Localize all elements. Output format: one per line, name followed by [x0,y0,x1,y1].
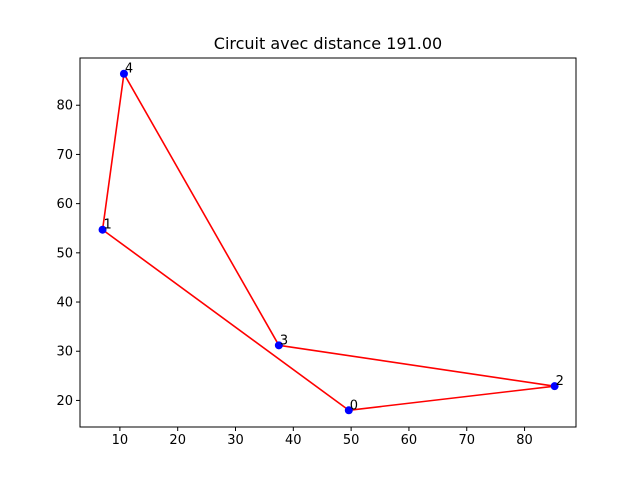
city-marker [344,406,353,415]
city-label: 0 [350,398,358,413]
x-tick-label: 20 [169,433,186,448]
plot-frame [79,57,577,428]
x-tick-label: 10 [112,433,129,448]
route-segment [101,228,350,412]
city-label: 2 [556,374,564,389]
city-label: 1 [104,218,112,233]
city-points: 0 1 2 3 4 [98,62,564,415]
x-tick-label: 70 [458,433,475,448]
y-tick-label: 70 [56,148,73,163]
city-marker [98,225,107,234]
x-tick-label: 80 [516,433,533,448]
y-tick-label: 40 [56,296,73,311]
y-tick-label: 30 [56,345,73,360]
route-segment [278,344,556,387]
x-tick-label: 50 [343,433,360,448]
city-label: 3 [280,333,288,348]
route-path [101,72,556,412]
route-segment [348,385,556,412]
y-tick-label: 80 [56,99,73,114]
city-marker [550,382,559,391]
y-tick-label: 20 [56,394,73,409]
city-marker [274,341,283,350]
y-tick-label: 60 [56,197,73,212]
x-tick-label: 30 [227,433,244,448]
x-tick-label: 60 [401,433,418,448]
city-marker [119,69,128,78]
route-segment [101,72,125,231]
x-tick-label: 40 [285,433,302,448]
city-label: 4 [125,62,133,77]
chart-title: Circuit avec distance 191.00 [214,34,442,53]
y-tick-label: 50 [56,246,73,261]
route-segment [123,72,280,347]
